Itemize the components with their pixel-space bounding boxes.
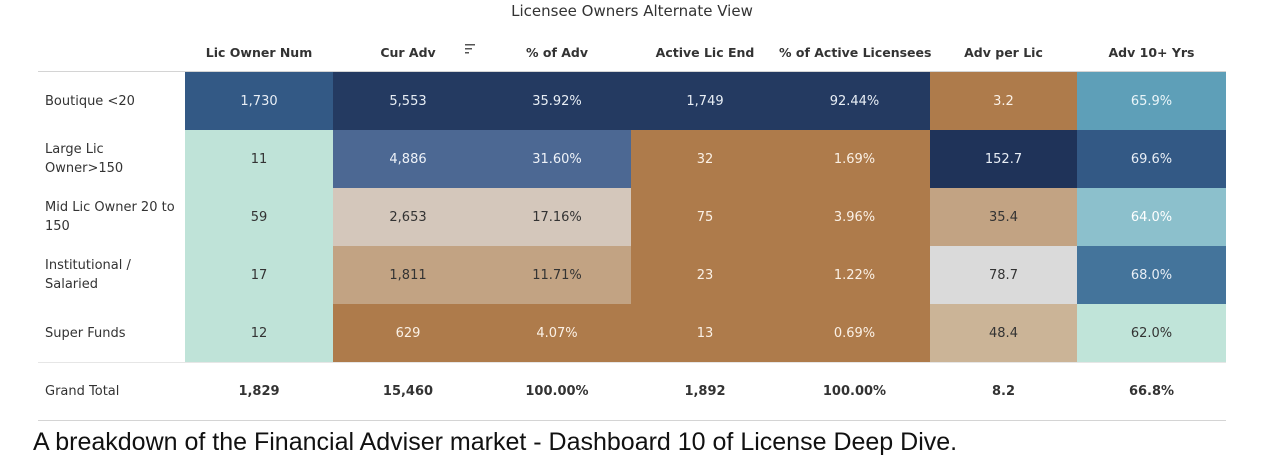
- cell-lic-owner-num[interactable]: 11: [185, 130, 333, 188]
- total-pct-of-adv: 100.00%: [525, 383, 589, 399]
- row-label: Institutional / Salaried: [45, 258, 131, 292]
- bottom-divider: [38, 420, 1226, 421]
- header-pct-of-active-licensees[interactable]: % of Active Licensees: [779, 45, 932, 60]
- cell-adv-per-lic[interactable]: 35.4: [930, 188, 1077, 246]
- dashboard-caption: A breakdown of the Financial Adviser mar…: [33, 428, 958, 456]
- cell-lic-owner-num[interactable]: 12: [185, 304, 333, 362]
- header-pct-of-adv[interactable]: % of Adv: [525, 45, 589, 60]
- row-label: Boutique <20: [45, 93, 135, 109]
- row-label: Mid Lic Owner 20 to 150: [45, 200, 175, 234]
- cell-active-lic-end[interactable]: 13: [631, 304, 779, 362]
- header-cur-adv[interactable]: Cur Adv: [380, 45, 436, 60]
- cell-lic-owner-num[interactable]: 17: [185, 246, 333, 304]
- total-adv-per-lic: 8.2: [991, 383, 1016, 399]
- cell-adv-10-plus-yrs[interactable]: 64.0%: [1077, 188, 1226, 246]
- cell-cur-adv[interactable]: 4,886: [333, 130, 483, 188]
- header-active-lic-end[interactable]: Active Lic End: [655, 45, 755, 60]
- cell-active-lic-end[interactable]: 23: [631, 246, 779, 304]
- cell-adv-per-lic[interactable]: 152.7: [930, 130, 1077, 188]
- header-divider: [38, 71, 1226, 72]
- cell-pct-of-active-licensees[interactable]: 0.69%: [779, 304, 930, 362]
- cell-adv-10-plus-yrs[interactable]: 65.9%: [1077, 72, 1226, 130]
- cell-adv-per-lic[interactable]: 78.7: [930, 246, 1077, 304]
- cell-cur-adv[interactable]: 1,811: [333, 246, 483, 304]
- sort-descending-icon[interactable]: [462, 41, 478, 57]
- cell-cur-adv[interactable]: 2,653: [333, 188, 483, 246]
- total-cur-adv: 15,460: [382, 383, 434, 399]
- cell-pct-of-adv[interactable]: 11.71%: [483, 246, 631, 304]
- row-label: Large Lic Owner>150: [45, 142, 124, 176]
- cell-pct-of-adv[interactable]: 17.16%: [483, 188, 631, 246]
- row-label: Super Funds: [45, 325, 126, 341]
- cell-active-lic-end[interactable]: 1,749: [631, 72, 779, 130]
- cell-pct-of-active-licensees[interactable]: 1.69%: [779, 130, 930, 188]
- cell-adv-per-lic[interactable]: 3.2: [930, 72, 1077, 130]
- cell-active-lic-end[interactable]: 32: [631, 130, 779, 188]
- header-adv-per-lic[interactable]: Adv per Lic: [964, 45, 1043, 60]
- total-active-lic-end: 1,892: [684, 383, 726, 399]
- cell-active-lic-end[interactable]: 75: [631, 188, 779, 246]
- header-adv-10-plus-yrs[interactable]: Adv 10+ Yrs: [1108, 45, 1195, 60]
- cell-pct-of-adv[interactable]: 35.92%: [483, 72, 631, 130]
- cell-pct-of-active-licensees[interactable]: 3.96%: [779, 188, 930, 246]
- cell-lic-owner-num[interactable]: 1,730: [185, 72, 333, 130]
- cell-pct-of-adv[interactable]: 4.07%: [483, 304, 631, 362]
- total-lic-owner-num: 1,829: [238, 383, 280, 399]
- cell-pct-of-active-licensees[interactable]: 1.22%: [779, 246, 930, 304]
- total-pct-of-active-licensees: 100.00%: [822, 383, 887, 399]
- cell-adv-per-lic[interactable]: 48.4: [930, 304, 1077, 362]
- grand-total-label: Grand Total: [45, 383, 120, 399]
- cell-lic-owner-num[interactable]: 59: [185, 188, 333, 246]
- cell-adv-10-plus-yrs[interactable]: 68.0%: [1077, 246, 1226, 304]
- cell-pct-of-active-licensees[interactable]: 92.44%: [779, 72, 930, 130]
- cell-cur-adv[interactable]: 5,553: [333, 72, 483, 130]
- total-adv-10-plus-yrs: 66.8%: [1128, 383, 1175, 399]
- view-title: Licensee Owners Alternate View: [511, 2, 753, 20]
- total-divider: [38, 362, 1226, 363]
- cell-pct-of-adv[interactable]: 31.60%: [483, 130, 631, 188]
- header-lic-owner-num[interactable]: Lic Owner Num: [205, 45, 313, 60]
- cell-adv-10-plus-yrs[interactable]: 62.0%: [1077, 304, 1226, 362]
- cell-cur-adv[interactable]: 629: [333, 304, 483, 362]
- cell-adv-10-plus-yrs[interactable]: 69.6%: [1077, 130, 1226, 188]
